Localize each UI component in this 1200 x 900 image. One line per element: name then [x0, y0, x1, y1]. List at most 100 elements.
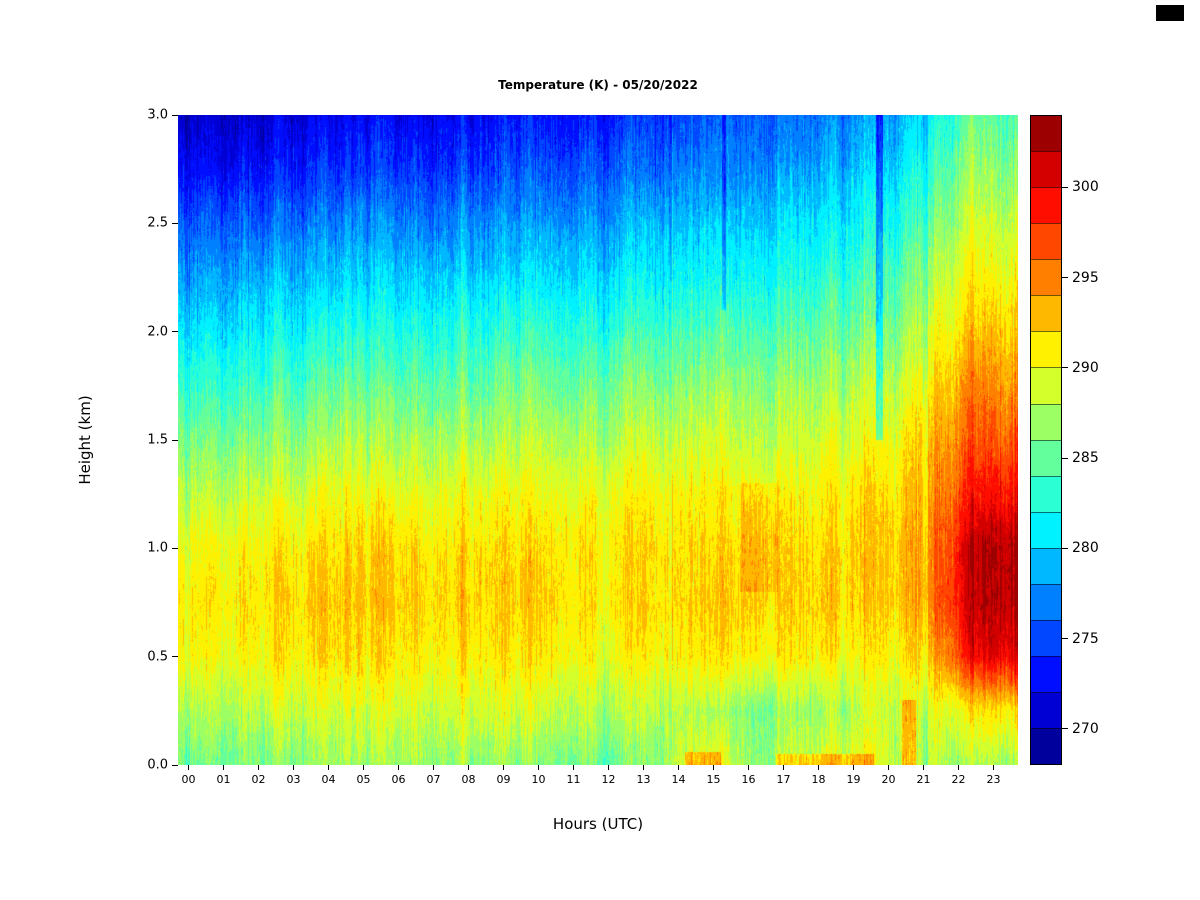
x-tick-label: 13: [636, 773, 651, 786]
colorbar-band: [1031, 655, 1061, 692]
colorbar-band: [1031, 583, 1061, 620]
x-tick-label: 12: [601, 773, 616, 786]
colorbar-band: [1031, 151, 1061, 188]
x-tick-mark: [783, 765, 784, 770]
colorbar-band: [1031, 116, 1061, 152]
x-tick-mark: [188, 765, 189, 770]
colorbar-band: [1031, 295, 1061, 332]
x-tick-mark: [398, 765, 399, 770]
y-tick-mark: [172, 222, 178, 224]
y-tick-label: 0.0: [147, 757, 168, 773]
colorbar-band: [1031, 619, 1061, 656]
y-tick-label: 2.0: [147, 324, 168, 340]
heatmap-canvas: [178, 115, 1018, 765]
x-tick-mark: [818, 765, 819, 770]
x-tick-label: 15: [706, 773, 721, 786]
colorbar-tick-mark: [1062, 638, 1068, 640]
x-tick-mark: [293, 765, 294, 770]
colorbar-band: [1031, 259, 1061, 296]
x-tick-mark: [888, 765, 889, 770]
x-tick-label: 14: [671, 773, 686, 786]
x-tick-label: 03: [286, 773, 301, 786]
colorbar-band: [1031, 547, 1061, 584]
x-tick-label: 08: [461, 773, 476, 786]
colorbar-tick-label: 280: [1072, 540, 1099, 557]
x-tick-mark: [958, 765, 959, 770]
x-tick-mark: [223, 765, 224, 770]
x-tick-label: 11: [566, 773, 581, 786]
x-tick-mark: [538, 765, 539, 770]
y-tick-label: 3.0: [147, 107, 168, 123]
colorbar-tick-label: 295: [1072, 269, 1099, 286]
colorbar-tick-mark: [1062, 728, 1068, 730]
x-tick-label: 07: [426, 773, 441, 786]
y-tick-label: 0.5: [147, 649, 168, 665]
x-tick-mark: [328, 765, 329, 770]
y-tick-mark: [172, 439, 178, 441]
x-tick-mark: [853, 765, 854, 770]
colorbar-tick-label: 285: [1072, 450, 1099, 467]
corner-mark: [1156, 5, 1184, 21]
colorbar-band: [1031, 475, 1061, 512]
x-tick-label: 16: [741, 773, 756, 786]
y-tick-label: 2.5: [147, 215, 168, 231]
colorbar-band: [1031, 728, 1061, 765]
chart-title: Temperature (K) - 05/20/2022: [498, 78, 698, 92]
x-tick-label: 09: [496, 773, 511, 786]
y-tick-mark: [172, 656, 178, 658]
x-tick-label: 22: [951, 773, 966, 786]
colorbar-tick-label: 290: [1072, 359, 1099, 376]
x-tick-mark: [468, 765, 469, 770]
y-tick-mark: [172, 114, 178, 116]
x-tick-mark: [433, 765, 434, 770]
x-tick-mark: [503, 765, 504, 770]
y-tick-mark: [172, 547, 178, 549]
colorbar-tick-mark: [1062, 457, 1068, 459]
x-tick-mark: [608, 765, 609, 770]
colorbar-band: [1031, 511, 1061, 548]
colorbar-tick-label: 300: [1072, 179, 1099, 196]
y-tick-mark: [172, 331, 178, 333]
colorbar-tick-mark: [1062, 547, 1068, 549]
colorbar-band: [1031, 187, 1061, 224]
x-tick-label: 21: [916, 773, 931, 786]
y-tick-mark: [172, 764, 178, 766]
x-tick-mark: [643, 765, 644, 770]
x-tick-label: 05: [356, 773, 371, 786]
x-tick-label: 06: [391, 773, 406, 786]
colorbar-tick-mark: [1062, 277, 1068, 278]
x-tick-label: 10: [531, 773, 546, 786]
x-tick-label: 17: [776, 773, 791, 786]
x-tick-mark: [993, 765, 994, 770]
colorbar-tick-mark: [1062, 367, 1068, 369]
x-tick-label: 00: [181, 773, 196, 786]
y-tick-label: 1.5: [147, 432, 168, 448]
x-tick-label: 02: [251, 773, 266, 786]
colorbar-band: [1031, 331, 1061, 368]
x-tick-mark: [713, 765, 714, 770]
y-tick-label: 1.0: [147, 540, 168, 556]
x-tick-label: 20: [881, 773, 896, 786]
colorbar-band: [1031, 403, 1061, 440]
colorbar-band: [1031, 439, 1061, 476]
x-tick-mark: [748, 765, 749, 770]
y-axis-title: Height (km): [76, 395, 94, 485]
x-tick-mark: [363, 765, 364, 770]
x-tick-label: 23: [986, 773, 1001, 786]
colorbar-tick-label: 275: [1072, 630, 1099, 647]
x-tick-mark: [923, 765, 924, 770]
colorbar-band: [1031, 367, 1061, 404]
x-axis-title: Hours (UTC): [552, 815, 644, 833]
x-tick-label: 01: [216, 773, 231, 786]
colorbar: [1030, 115, 1062, 765]
x-tick-mark: [573, 765, 574, 770]
x-tick-mark: [678, 765, 679, 770]
colorbar-tick-mark: [1062, 186, 1068, 188]
colorbar-band: [1031, 692, 1061, 729]
x-tick-label: 19: [846, 773, 861, 786]
x-tick-mark: [258, 765, 259, 770]
x-tick-label: 04: [321, 773, 336, 786]
x-tick-label: 18: [811, 773, 826, 786]
colorbar-band: [1031, 223, 1061, 260]
